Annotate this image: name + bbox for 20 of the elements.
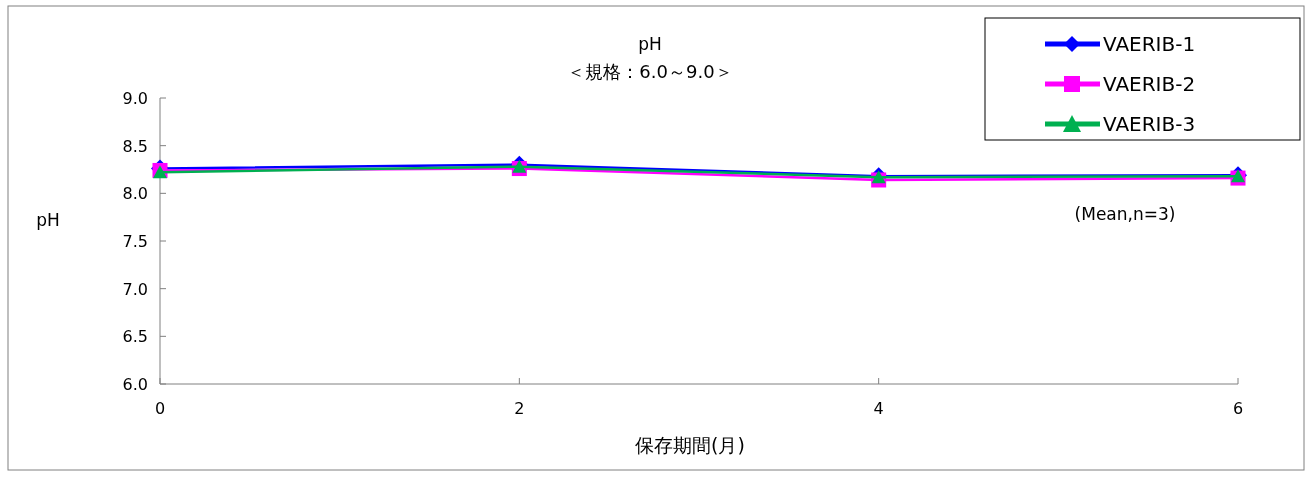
annotation: (Mean,n=3) xyxy=(1074,204,1176,224)
y-tick-label: 8.5 xyxy=(122,136,148,156)
y-tick-label: 9.0 xyxy=(122,89,148,108)
y-tick-label: 6.0 xyxy=(122,375,148,394)
chart-subtitle: ＜規格：6.0～9.0＞ xyxy=(567,61,733,82)
y-tick-label: 8.0 xyxy=(122,184,148,204)
chart-title: pH xyxy=(638,34,662,54)
x-tick-label: 2 xyxy=(514,399,525,418)
y-tick-label: 6.5 xyxy=(122,327,148,347)
y-tick-label: 7.0 xyxy=(122,279,148,299)
legend-label: VAERIB-2 xyxy=(1103,72,1196,96)
legend-label: VAERIB-3 xyxy=(1103,112,1196,136)
x-axis-title: 保存期間(月) xyxy=(635,434,745,456)
x-tick-label: 0 xyxy=(154,399,166,418)
x-tick-label: 6 xyxy=(1232,399,1244,418)
y-axis-title: pH xyxy=(36,210,60,230)
y-tick-label: 7.5 xyxy=(122,232,148,251)
legend-label: VAERIB-1 xyxy=(1103,32,1196,56)
point xyxy=(512,159,527,173)
x-tick-label: 4 xyxy=(873,399,884,418)
